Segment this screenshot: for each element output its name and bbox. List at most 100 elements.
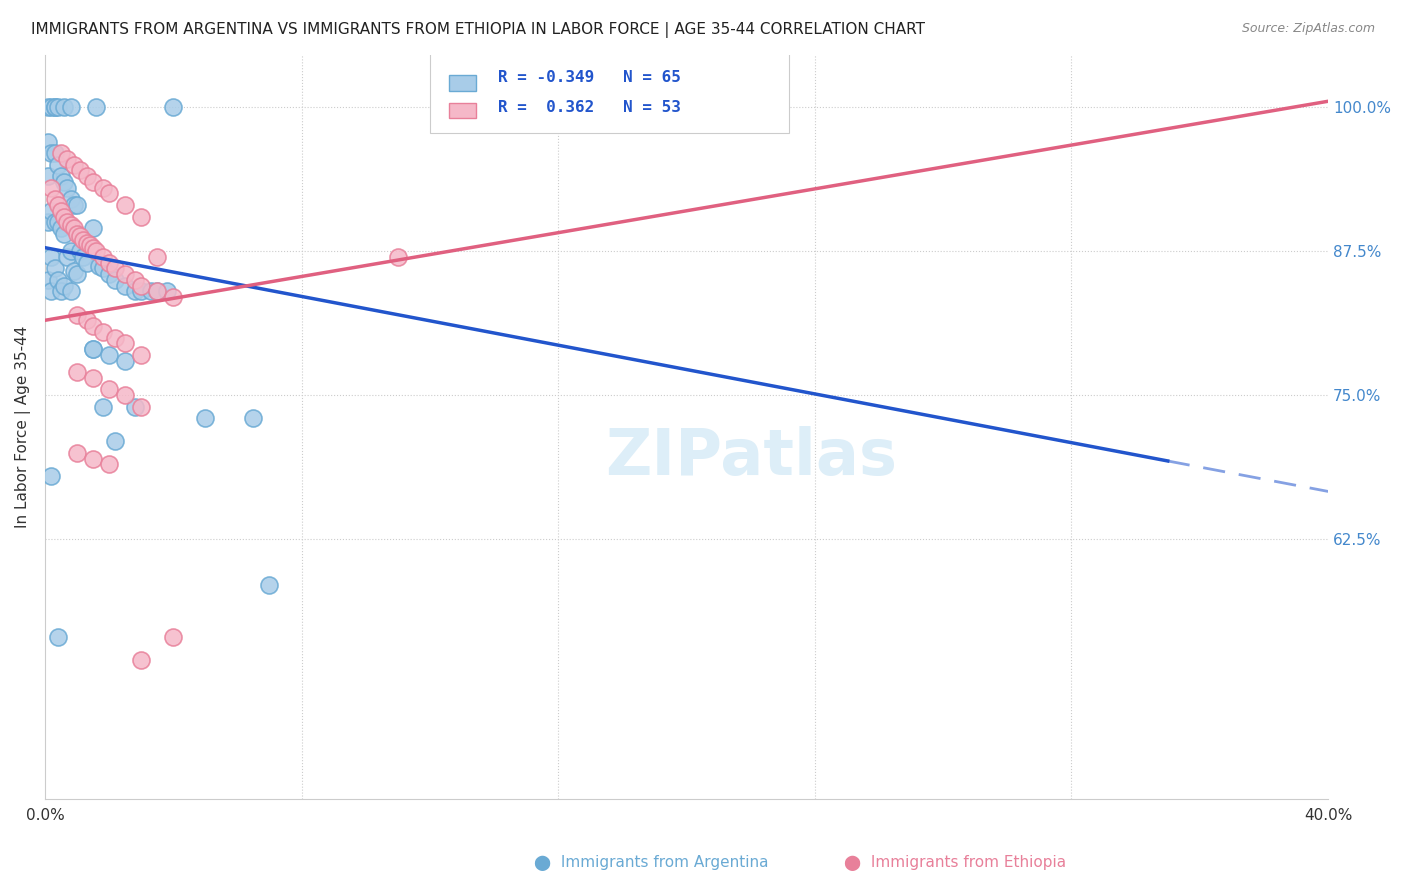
- Point: [56, 215, 79, 229]
- Point: [44, 100, 66, 114]
- Point: [56, 152, 79, 166]
- Point: [139, 285, 162, 299]
- Point: [69, 163, 91, 178]
- Point: [66, 267, 89, 281]
- Point: [91, 400, 114, 414]
- Text: R = -0.349   N = 65: R = -0.349 N = 65: [498, 70, 681, 85]
- Point: [66, 308, 89, 322]
- Point: [37, 135, 59, 149]
- Point: [98, 383, 121, 397]
- Point: [104, 434, 127, 449]
- Point: [91, 325, 114, 339]
- Point: [62, 221, 84, 235]
- Text: ⬤  Immigrants from Ethiopia: ⬤ Immigrants from Ethiopia: [844, 855, 1066, 871]
- Point: [98, 348, 121, 362]
- Point: [49, 221, 72, 235]
- Point: [259, 578, 281, 592]
- Point: [124, 285, 146, 299]
- Point: [387, 250, 409, 264]
- Point: [49, 169, 72, 184]
- Point: [114, 278, 136, 293]
- Point: [76, 235, 98, 250]
- Point: [59, 192, 82, 206]
- Point: [37, 215, 59, 229]
- Point: [37, 273, 59, 287]
- Point: [39, 180, 62, 194]
- Point: [156, 285, 179, 299]
- Point: [46, 273, 69, 287]
- Point: [46, 158, 69, 172]
- Point: [59, 285, 82, 299]
- Point: [59, 244, 82, 259]
- Point: [114, 198, 136, 212]
- Point: [79, 238, 101, 252]
- Point: [39, 100, 62, 114]
- Point: [146, 285, 169, 299]
- Point: [39, 250, 62, 264]
- Point: [39, 285, 62, 299]
- Point: [44, 100, 66, 114]
- Text: R =  0.362   N = 53: R = 0.362 N = 53: [498, 100, 681, 115]
- Point: [82, 451, 104, 466]
- Point: [72, 233, 94, 247]
- Point: [56, 180, 79, 194]
- Point: [89, 259, 111, 273]
- Text: ⬤  Immigrants from Argentina: ⬤ Immigrants from Argentina: [534, 855, 769, 871]
- Point: [82, 221, 104, 235]
- FancyBboxPatch shape: [449, 103, 477, 119]
- Point: [129, 348, 152, 362]
- Point: [104, 330, 127, 344]
- Point: [56, 250, 79, 264]
- Point: [59, 100, 82, 114]
- Point: [46, 198, 69, 212]
- Y-axis label: In Labor Force | Age 35-44: In Labor Force | Age 35-44: [15, 326, 31, 528]
- Point: [84, 244, 107, 259]
- Point: [53, 210, 76, 224]
- Point: [39, 469, 62, 483]
- Point: [129, 278, 152, 293]
- Point: [53, 100, 76, 114]
- Point: [44, 215, 66, 229]
- Point: [124, 273, 146, 287]
- Point: [129, 400, 152, 414]
- Point: [66, 198, 89, 212]
- Point: [76, 169, 98, 184]
- Point: [49, 285, 72, 299]
- Point: [82, 371, 104, 385]
- Point: [98, 255, 121, 269]
- Point: [82, 342, 104, 356]
- Point: [104, 273, 127, 287]
- Point: [44, 146, 66, 161]
- Point: [62, 264, 84, 278]
- Point: [69, 244, 91, 259]
- Text: Source: ZipAtlas.com: Source: ZipAtlas.com: [1241, 22, 1375, 36]
- Point: [49, 203, 72, 218]
- Text: IMMIGRANTS FROM ARGENTINA VS IMMIGRANTS FROM ETHIOPIA IN LABOR FORCE | AGE 35-44: IMMIGRANTS FROM ARGENTINA VS IMMIGRANTS …: [31, 22, 925, 38]
- Point: [39, 203, 62, 218]
- Point: [675, 112, 697, 126]
- Point: [146, 250, 169, 264]
- Point: [59, 218, 82, 232]
- Point: [98, 458, 121, 472]
- Point: [66, 227, 89, 241]
- Point: [66, 365, 89, 379]
- Point: [146, 285, 169, 299]
- Point: [114, 336, 136, 351]
- Point: [72, 250, 94, 264]
- Point: [39, 146, 62, 161]
- Point: [129, 285, 152, 299]
- Point: [44, 261, 66, 276]
- Point: [69, 229, 91, 244]
- Point: [162, 100, 184, 114]
- Point: [82, 241, 104, 255]
- Point: [162, 631, 184, 645]
- Point: [37, 100, 59, 114]
- Point: [66, 446, 89, 460]
- Point: [82, 319, 104, 334]
- Point: [84, 100, 107, 114]
- Point: [82, 175, 104, 189]
- Point: [62, 158, 84, 172]
- Point: [98, 267, 121, 281]
- Point: [129, 210, 152, 224]
- Point: [124, 400, 146, 414]
